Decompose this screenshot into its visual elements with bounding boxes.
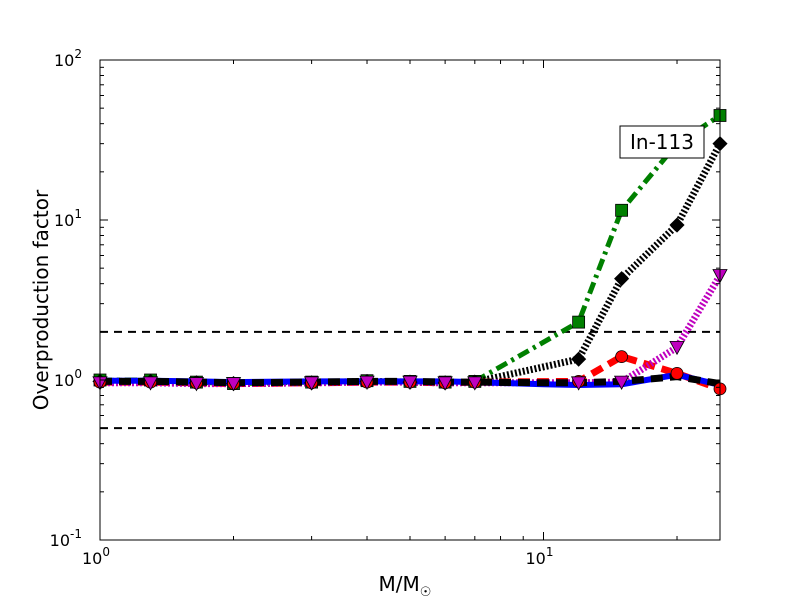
annotation-box: In-113	[619, 125, 705, 159]
data-point-2-10	[615, 350, 629, 364]
data-point-1-11	[669, 217, 685, 233]
data-point-1-10	[614, 271, 630, 287]
data-point-0-9	[572, 315, 586, 329]
data-point-3-5	[359, 375, 375, 390]
x-tick-label-1: 101	[526, 545, 554, 568]
plot-area	[100, 60, 720, 540]
data-point-3-10	[613, 375, 630, 390]
annotation-label: In-113	[630, 130, 694, 154]
data-point-3-2	[188, 377, 205, 392]
x-tick-label-0: 100	[82, 545, 110, 568]
data-point-3-4	[303, 376, 320, 391]
y-axis-label: Overproduction factor	[29, 189, 53, 410]
reference-lines	[100, 330, 720, 430]
y-tick-label-0: 10-1	[50, 527, 82, 550]
data-point-3-8	[467, 376, 483, 391]
data-point-1-9	[571, 351, 587, 367]
series-markers	[92, 109, 728, 396]
data-point-2-11	[670, 366, 684, 380]
data-point-0-10	[615, 203, 629, 217]
y-tick-label-1: 100	[54, 367, 82, 390]
axis-ticks	[99, 59, 720, 541]
y-tick-label-3: 102	[54, 47, 82, 70]
data-point-3-9	[570, 376, 587, 391]
y-tick-label-2: 101	[54, 207, 82, 230]
data-point-3-3	[225, 377, 242, 392]
data-point-3-1	[142, 376, 159, 391]
data-point-3-6	[402, 375, 418, 390]
x-axis-label: M/M☉	[379, 572, 432, 600]
data-point-3-11	[669, 340, 685, 356]
data-point-3-7	[437, 376, 453, 391]
